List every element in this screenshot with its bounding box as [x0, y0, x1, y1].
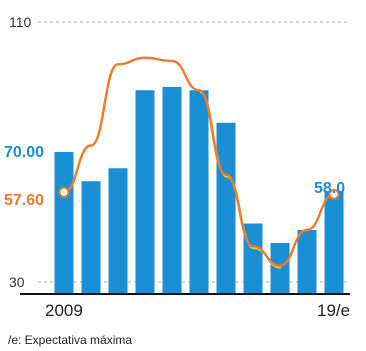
line-start-marker [58, 186, 70, 198]
y-tick-label-bottom: 30 [9, 274, 25, 290]
line-series [63, 56, 335, 267]
line-first-value-label: 57.60 [4, 192, 44, 209]
footnote: /e: Expectativa máxima [8, 333, 133, 347]
bar-1 [54, 152, 74, 294]
bar-first-value-label: 70.00 [4, 144, 44, 161]
bar-series [54, 87, 344, 294]
line-series-highlight [199, 91, 282, 269]
bar-11 [324, 191, 344, 294]
bar-2 [81, 181, 101, 294]
bar-10 [297, 230, 317, 294]
bar-5 [162, 87, 182, 294]
x-tick-label-end: 19/e [317, 301, 350, 320]
bar-8 [243, 223, 263, 294]
line-end-marker [328, 188, 340, 200]
bar-last-value-label: 58.0 [314, 180, 345, 197]
x-tick-label-start: 2009 [45, 301, 83, 320]
bar-6 [189, 90, 209, 294]
y-tick-label-top: 110 [9, 14, 32, 30]
bar-3 [108, 168, 128, 294]
bar-7 [216, 122, 236, 294]
bar-4 [135, 90, 155, 294]
